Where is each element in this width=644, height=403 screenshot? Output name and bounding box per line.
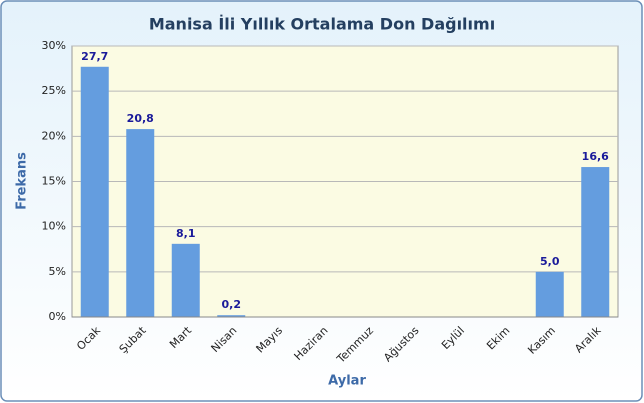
data-label: 27,7 [81,50,108,63]
data-label: 5,0 [540,255,560,268]
bar [581,167,610,317]
data-label: 20,8 [127,112,154,125]
bar [80,66,109,317]
y-tick-label: 10% [42,220,66,233]
y-tick-label: 0% [49,310,66,323]
bar [171,243,200,317]
y-tick-label: 25% [42,84,66,97]
data-label: 0,2 [222,298,242,311]
bar [126,129,155,317]
chart-title: Manisa İli Yıllık Ortalama Don Dağılımı [149,15,495,34]
data-label: 8,1 [176,227,196,240]
y-tick-label: 20% [42,129,66,142]
data-label: 16,6 [582,150,609,163]
y-tick-label: 30% [42,39,66,52]
y-tick-label: 15% [42,175,66,188]
bar [535,271,564,317]
x-axis-title: Aylar [328,374,366,389]
y-axis-title: Frekans [15,152,30,210]
y-tick-label: 5% [49,265,66,278]
bar [217,315,246,317]
